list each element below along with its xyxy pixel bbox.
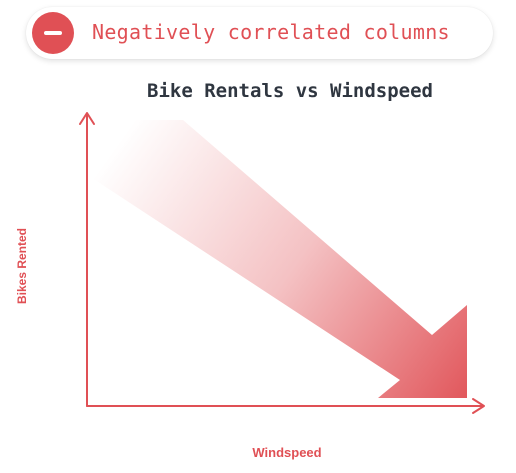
minus-circle-icon <box>32 12 74 54</box>
x-axis <box>86 398 485 414</box>
negative-trend-arrow <box>92 120 467 398</box>
correlation-badge: Negatively correlated columns <box>26 7 493 59</box>
badge-label: Negatively correlated columns <box>92 20 450 44</box>
x-axis-label: Windspeed <box>252 445 322 460</box>
y-axis <box>79 112 95 407</box>
y-axis-label: Bikes Rented <box>15 227 29 305</box>
diagram-title: Bike Rentals vs Windspeed <box>147 80 433 102</box>
